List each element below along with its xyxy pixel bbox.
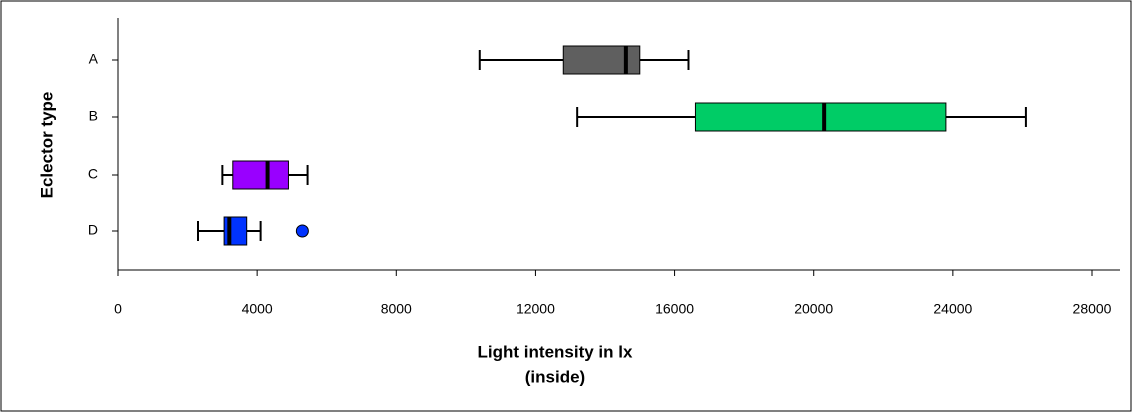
y-tick-label: D	[88, 222, 98, 238]
y-tick-label: A	[89, 51, 99, 67]
y-tick-label: C	[88, 166, 98, 182]
x-tick-label: 20000	[794, 301, 833, 317]
x-tick-label: 12000	[516, 301, 555, 317]
y-tick-label: B	[89, 108, 98, 124]
x-tick-label: 0	[114, 301, 122, 317]
outlier	[295, 224, 309, 238]
x-tick-label: 28000	[1073, 301, 1112, 317]
box	[562, 45, 641, 75]
x-axis-label: Light intensity in lx	[478, 342, 633, 361]
x-tick-label: 16000	[655, 301, 694, 317]
x-tick-label: 8000	[381, 301, 412, 317]
y-axis-label: Eclector type	[37, 92, 56, 199]
box	[694, 102, 947, 132]
box	[232, 160, 289, 190]
x-axis-label: (inside)	[525, 367, 585, 386]
x-tick-label: 24000	[933, 301, 972, 317]
x-tick-label: 4000	[242, 301, 273, 317]
